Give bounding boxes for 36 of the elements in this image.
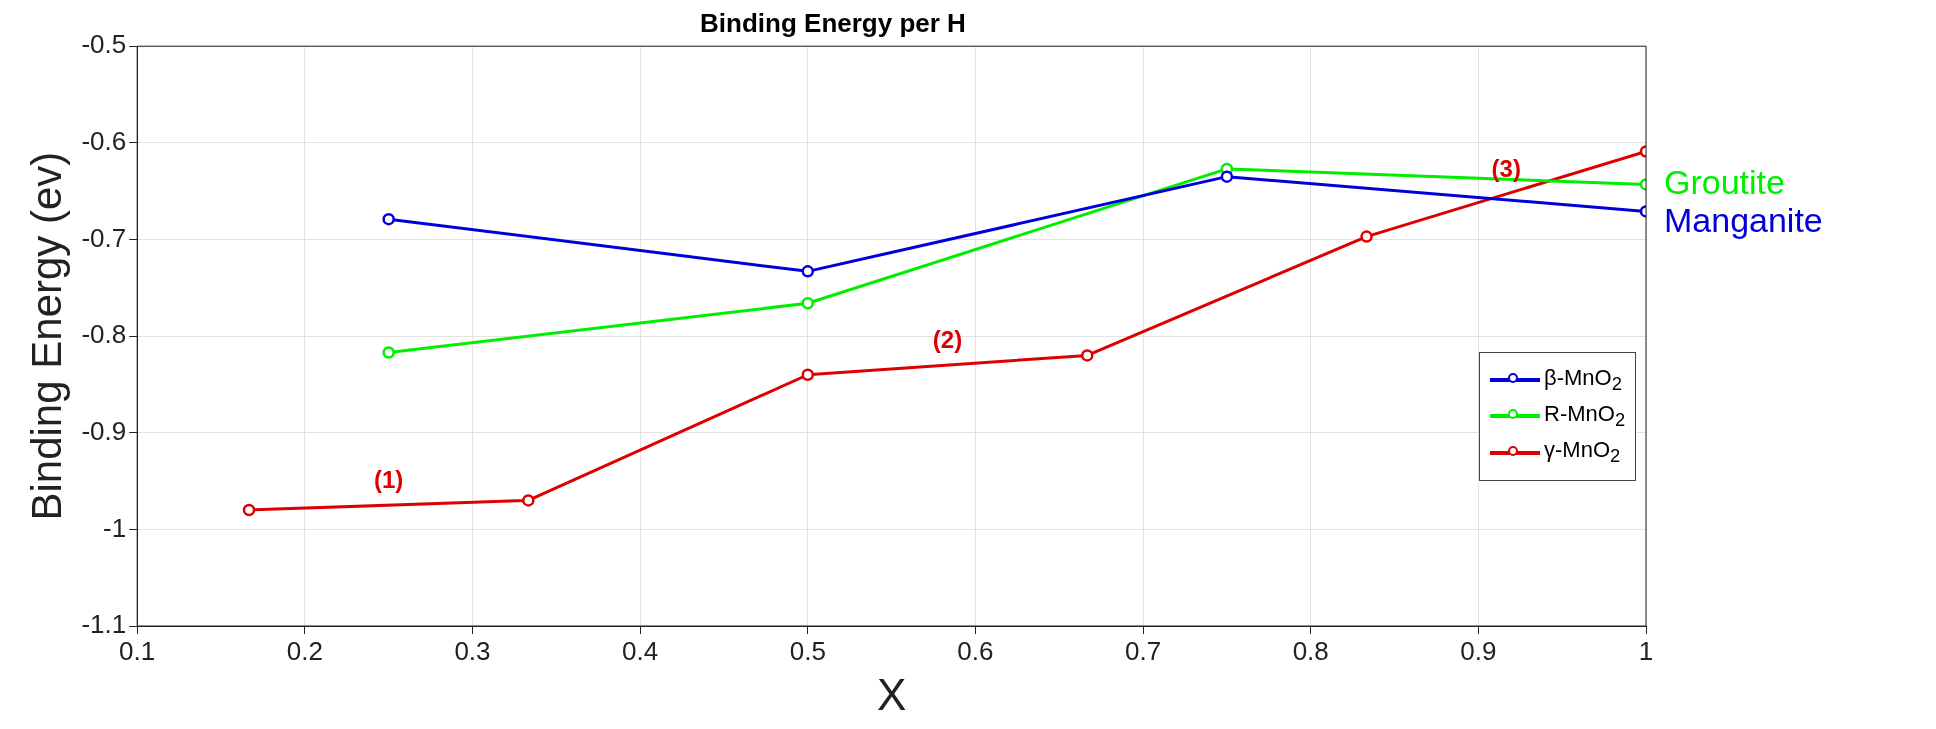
y-tick-label: -0.5: [81, 29, 127, 60]
point: [1080, 349, 1094, 362]
point: [1360, 230, 1373, 243]
x-tick-label: 0.7: [1124, 635, 1162, 666]
x-tick-label: 0.8: [1292, 635, 1329, 666]
legend-label: γ-MnO$_{2}$: [1544, 437, 1621, 468]
y-tick-label: -0.8: [81, 319, 127, 350]
point: [522, 494, 535, 507]
annotation: (2): [932, 325, 963, 353]
annotation: Groutite: [1664, 162, 1785, 201]
x-tick-label: 0.4: [622, 635, 659, 666]
y-tick-label: -0.6: [81, 126, 127, 157]
point: [242, 503, 256, 517]
point: [1220, 170, 1234, 183]
point: [801, 368, 815, 381]
x-tick-label: 0.3: [454, 635, 491, 666]
y-axis-title: Binding Energy (ev): [22, 151, 70, 521]
annotation: Manganite: [1664, 200, 1823, 239]
x-tick-label: 0.6: [957, 635, 994, 666]
y-tick-label: -1: [103, 512, 127, 543]
annotation: (3): [1491, 154, 1521, 182]
chart-title: Binding Energy per H: [700, 7, 966, 38]
annotation: (1): [374, 465, 404, 493]
legend-label: R-MnO$_{2}$: [1544, 400, 1626, 432]
x-tick-label: 0.2: [286, 635, 323, 666]
y-tick-label: -0.7: [81, 222, 127, 253]
point: [801, 297, 815, 310]
y-tick-label: -0.9: [81, 415, 127, 446]
point: [382, 346, 395, 359]
point: [801, 265, 815, 278]
x-tick-label: 0.5: [789, 635, 826, 666]
legend-label: β-MnO$_{2}$: [1544, 364, 1622, 395]
point: [382, 212, 395, 226]
x-tick-label: 1: [1638, 635, 1654, 666]
x-axis-title: X: [876, 669, 907, 719]
x-tick-label: 0.9: [1460, 635, 1497, 666]
